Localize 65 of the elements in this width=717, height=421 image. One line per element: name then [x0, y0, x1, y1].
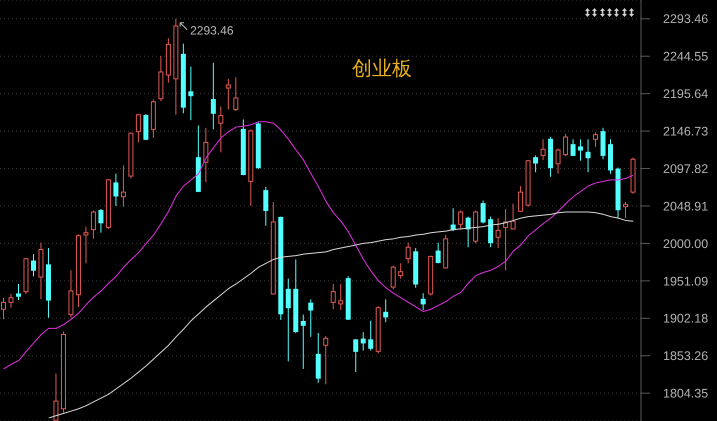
- candlestick: [383, 298, 388, 323]
- candlestick: [113, 173, 118, 206]
- text: 创业板: [352, 56, 412, 80]
- candlestick: [488, 216, 494, 248]
- candlestick: [563, 133, 568, 157]
- candlestick: [188, 66, 194, 121]
- candlestick: [480, 200, 486, 224]
- candlestick: [360, 332, 366, 352]
- y-tick-label: 2048.91: [663, 199, 708, 214]
- candlestick: [510, 203, 516, 230]
- candlestick: [120, 164, 126, 208]
- candlestick: [16, 283, 21, 301]
- candlestick: [368, 320, 374, 352]
- candlestick: [540, 138, 546, 160]
- candlestick: [398, 262, 404, 280]
- candlestick: [316, 332, 321, 384]
- candlestick: [233, 76, 238, 112]
- candlestick: [30, 254, 36, 277]
- candlestick: [533, 154, 538, 173]
- candlestick: [308, 298, 314, 338]
- candlestick: [406, 242, 411, 264]
- candlestick: [68, 270, 74, 318]
- candlestick: [203, 127, 208, 183]
- candlestick: [98, 208, 104, 234]
- candlestick: [390, 265, 396, 290]
- candlestick: [8, 293, 14, 308]
- y-tick-label: 1853.26: [663, 349, 708, 364]
- candlestick: [496, 218, 501, 249]
- candlestick: [600, 127, 606, 160]
- y-tick-label: 1804.35: [663, 386, 708, 401]
- candlestick: [420, 292, 426, 311]
- y-tick-label: 2293.46: [663, 12, 708, 26]
- candlestick: [143, 114, 148, 141]
- annotation: 2293.46: [190, 23, 234, 38]
- candlestick: [623, 202, 628, 219]
- line-series: [3, 121, 634, 370]
- candlestick: [83, 226, 88, 264]
- candlestick: [578, 138, 584, 162]
- candlestick: [338, 283, 344, 311]
- candlestick: [263, 186, 268, 226]
- candlestick: [300, 314, 306, 370]
- y-tick-label: 2097.82: [663, 162, 708, 176]
- candlestick: [353, 338, 358, 373]
- candlestick: [458, 210, 464, 230]
- y-tick-label: 2244.55: [663, 50, 708, 64]
- candlestick: [586, 138, 591, 173]
- candlestick: [210, 62, 216, 130]
- candlestick: [518, 186, 524, 213]
- y-tick-label: 2146.73: [663, 124, 708, 139]
- y-tick-label: 2000.00: [663, 236, 708, 251]
- candlestick: [436, 242, 441, 264]
- y-tick-label: 2195.64: [663, 87, 708, 102]
- candlestick: [218, 106, 224, 153]
- candlestick: [593, 132, 598, 148]
- y-tick-label: 1951.09: [663, 274, 708, 288]
- candlestick: [90, 210, 96, 240]
- candlestick: [330, 283, 336, 310]
- candlestick: [556, 148, 561, 174]
- candlestick: [570, 138, 576, 157]
- y-tick-label: 1902.18: [663, 312, 708, 326]
- candlestick: [286, 278, 291, 362]
- candlestick: [136, 114, 141, 143]
- candlestick: [226, 78, 231, 110]
- candlestick: [323, 336, 328, 385]
- candlestick: [466, 216, 471, 248]
